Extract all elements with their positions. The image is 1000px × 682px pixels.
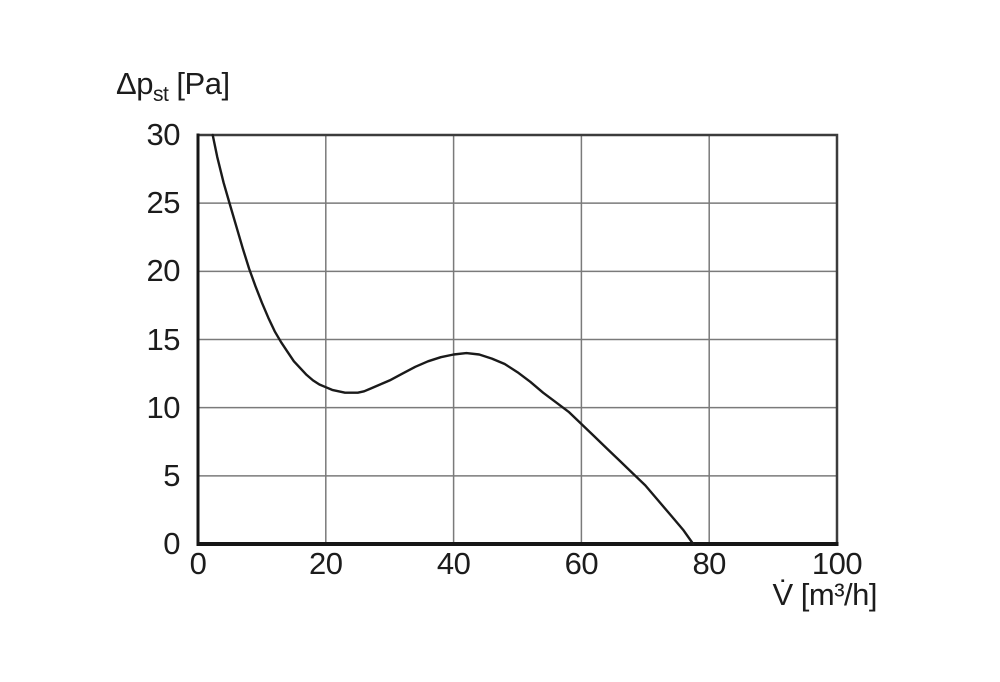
x-axis-unit: [m³/h] (792, 577, 878, 612)
pressure-curve (211, 133, 695, 546)
y-axis-title: Δpst [Pa] (116, 66, 230, 106)
subscript-st: st (152, 83, 169, 107)
y-axis-unit: [Pa] (168, 66, 230, 101)
x-axis-title: V̇ [m³/h] (697, 578, 877, 612)
delta-p-symbol: Δp (116, 66, 153, 101)
v-dot-flow-symbol: V̇ (772, 577, 793, 612)
